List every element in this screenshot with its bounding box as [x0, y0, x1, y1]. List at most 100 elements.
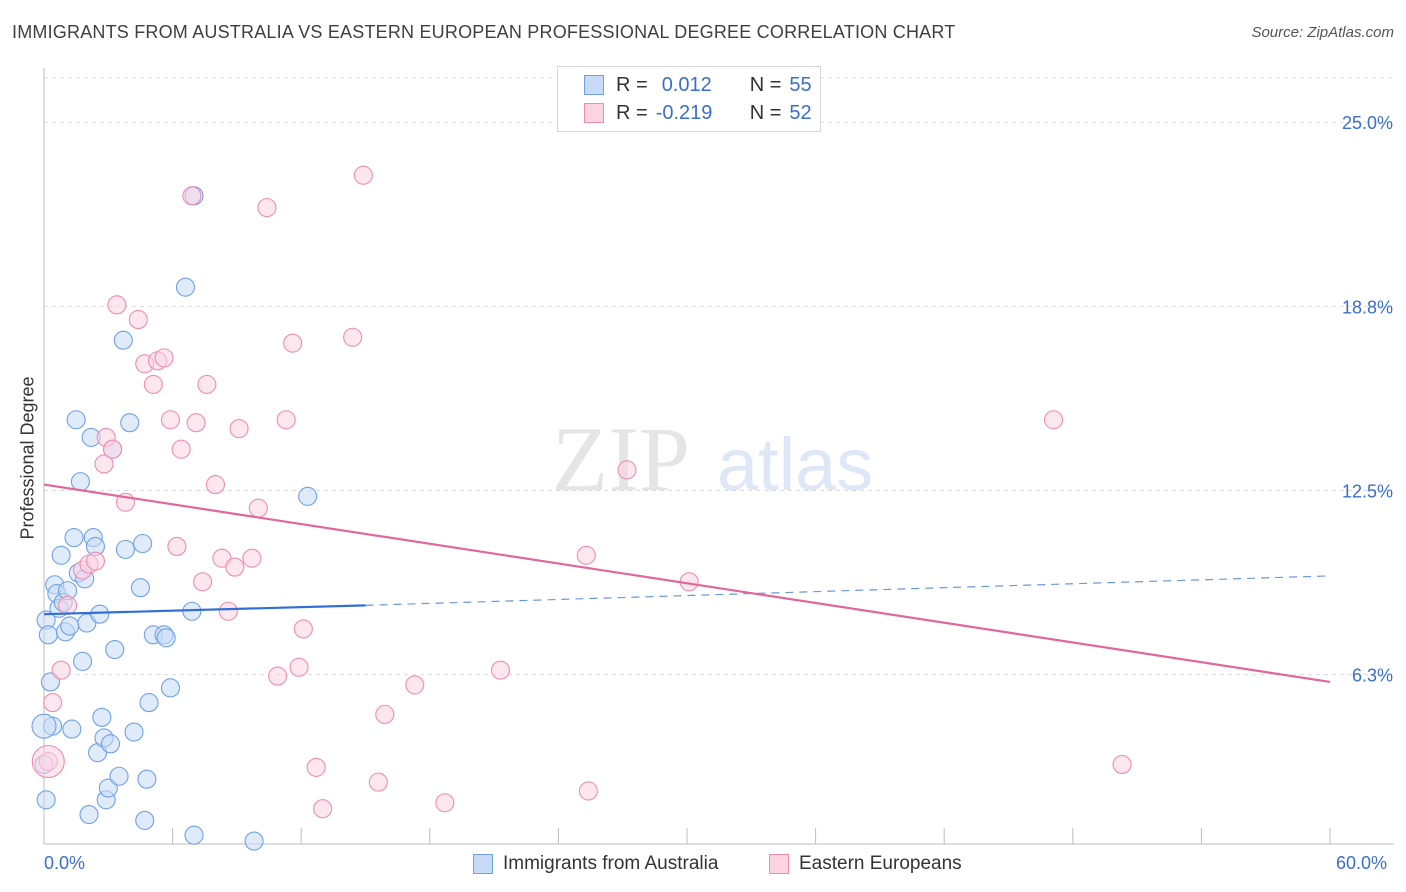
- australia-point: [70, 472, 90, 492]
- watermark: ZIP atlas: [552, 408, 873, 510]
- eastern-point: [313, 799, 333, 819]
- legend-swatch-eastern: [584, 103, 604, 123]
- n-label: N =: [749, 73, 782, 96]
- australia-trend-line: [43, 604, 366, 616]
- australia-point: [90, 604, 110, 624]
- australia-point: [135, 810, 155, 830]
- eastern-point: [289, 657, 309, 677]
- australia-point: [160, 678, 181, 698]
- eastern-point-large: [31, 744, 65, 779]
- eastern-point: [167, 536, 187, 556]
- bottom-legend-label-australia: Immigrants from Australia: [503, 853, 719, 874]
- eastern-point: [43, 693, 63, 713]
- eastern-point: [293, 619, 313, 639]
- eastern-point: [1043, 410, 1064, 430]
- eastern-point: [242, 548, 262, 568]
- australia-point: [40, 672, 60, 692]
- eastern-point: [375, 704, 395, 724]
- australia-trend-extension: [365, 575, 1331, 606]
- eastern-point: [193, 572, 213, 592]
- eastern-point: [1112, 754, 1132, 775]
- y-tick-label: 25.0%: [1342, 113, 1393, 133]
- r-label: R =: [616, 101, 648, 124]
- eastern-point: [171, 439, 191, 459]
- r-label: R =: [616, 73, 648, 96]
- legend-swatch-australia: [584, 75, 604, 95]
- eastern-point: [578, 781, 598, 801]
- australia-point: [38, 625, 58, 645]
- eastern-point: [51, 660, 71, 680]
- eastern-point: [160, 410, 181, 430]
- legend-row-eastern: R = -0.219 N = 52: [616, 100, 812, 126]
- eastern-point: [58, 595, 78, 615]
- australia-point: [73, 651, 93, 671]
- n-label: N =: [749, 101, 782, 124]
- grid-lines: [44, 77, 1394, 676]
- australia-point: [115, 539, 135, 559]
- australia-point: [113, 330, 133, 350]
- australia-point: [133, 533, 153, 554]
- bottom-legend-eastern: Eastern Europeans: [769, 851, 962, 877]
- australia-point: [184, 825, 204, 845]
- r-value: 0.012: [661, 73, 712, 96]
- bottom-legend-swatch-eastern: [769, 854, 789, 874]
- australia-point: [137, 769, 157, 789]
- eastern-point: [405, 675, 425, 695]
- eastern-point: [182, 186, 202, 206]
- eastern-point: [343, 327, 363, 347]
- trend-lines: [43, 483, 1331, 684]
- y-tick-label: 6.3%: [1352, 666, 1393, 686]
- eastern-point: [353, 165, 373, 185]
- australia-point: [60, 616, 80, 636]
- eastern-point: [143, 374, 163, 394]
- legend-row-australia: R = 0.012 N = 55: [616, 72, 812, 98]
- eastern-point: [268, 666, 288, 686]
- eastern-point: [276, 410, 296, 430]
- eastern-point: [128, 310, 148, 330]
- axes: [43, 68, 1394, 845]
- chart-title: IMMIGRANTS FROM AUSTRALIA VS EASTERN EUR…: [12, 22, 956, 42]
- eastern-point: [205, 475, 226, 495]
- australia-point: [51, 545, 71, 565]
- bottom-legend-label-eastern: Eastern Europeans: [799, 853, 962, 874]
- australia-point: [79, 804, 99, 825]
- eastern-point: [229, 419, 249, 439]
- watermark-atlas: atlas: [717, 423, 873, 506]
- australia-point: [109, 766, 129, 786]
- eastern-point: [617, 460, 637, 480]
- eastern-point: [490, 660, 511, 680]
- australia-point: [244, 831, 264, 851]
- australia-point: [156, 628, 176, 648]
- australia-point: [130, 578, 150, 598]
- australia-point: [66, 410, 86, 430]
- australia-point: [124, 722, 144, 742]
- source-credit: Source: ZipAtlas.com: [1251, 24, 1394, 41]
- watermark-zip: ZIP: [552, 408, 690, 510]
- bottom-legend-swatch-australia: [473, 854, 493, 874]
- y-tick-label: 12.5%: [1342, 481, 1393, 501]
- australia-point: [120, 413, 140, 433]
- n-value: 55: [789, 73, 812, 96]
- stats-legend: R = 0.012 N = 55 R = -0.219 N = 52: [557, 66, 821, 132]
- eastern-point: [368, 772, 388, 792]
- eastern-point: [94, 454, 114, 474]
- australia-point: [62, 719, 82, 739]
- eastern-point: [257, 198, 277, 218]
- australia-point: [105, 640, 125, 660]
- eastern-point: [85, 551, 105, 571]
- eastern-point: [154, 348, 174, 368]
- x-min-label: 0.0%: [44, 853, 86, 873]
- australia-point: [36, 790, 56, 810]
- eastern-point: [435, 793, 455, 813]
- australia-point: [92, 707, 112, 727]
- y-tick-labels: 25.0% 18.8% 12.5% 6.3%: [1342, 113, 1393, 685]
- eastern-point: [248, 498, 268, 518]
- australia-point: [100, 734, 120, 754]
- australia-point: [64, 528, 84, 548]
- eastern-point: [197, 374, 217, 394]
- eastern-point: [103, 439, 123, 459]
- x-max-label: 60.0%: [1336, 853, 1388, 873]
- australia-point: [98, 778, 118, 798]
- eastern-point: [225, 557, 245, 577]
